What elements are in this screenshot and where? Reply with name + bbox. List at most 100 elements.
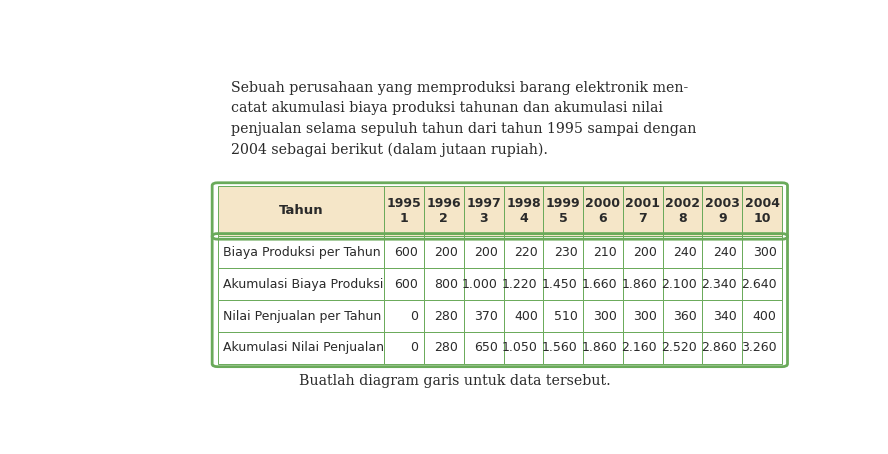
Text: Biaya Produksi per Tahun: Biaya Produksi per Tahun: [223, 246, 381, 259]
Bar: [583, 237, 622, 268]
Text: 1.220: 1.220: [502, 278, 538, 291]
Text: 1996
2: 1996 2: [426, 197, 461, 225]
Text: 240: 240: [673, 246, 697, 259]
Text: 2003
9: 2003 9: [705, 197, 740, 225]
Text: 300: 300: [753, 246, 776, 259]
Text: 1.560: 1.560: [542, 341, 577, 355]
Text: 1.000: 1.000: [462, 278, 498, 291]
Bar: [622, 186, 662, 237]
Bar: [464, 186, 503, 237]
Text: 2.860: 2.860: [701, 341, 737, 355]
Bar: [583, 268, 622, 300]
Bar: [424, 268, 464, 300]
Text: 370: 370: [474, 310, 498, 322]
Text: 3.260: 3.260: [741, 341, 776, 355]
Bar: [702, 300, 742, 332]
Bar: [424, 237, 464, 268]
Bar: [742, 268, 782, 300]
Text: 360: 360: [673, 310, 697, 322]
Text: 800: 800: [434, 278, 458, 291]
Text: 200: 200: [633, 246, 657, 259]
Text: 280: 280: [434, 310, 458, 322]
Text: 2001
7: 2001 7: [625, 197, 661, 225]
Text: 2.160: 2.160: [622, 341, 657, 355]
Text: 220: 220: [514, 246, 538, 259]
Text: 2002
8: 2002 8: [665, 197, 700, 225]
Bar: [385, 300, 424, 332]
Bar: [424, 332, 464, 364]
Bar: [424, 300, 464, 332]
Bar: [503, 300, 543, 332]
Bar: [503, 268, 543, 300]
Bar: [218, 268, 385, 300]
Bar: [583, 332, 622, 364]
Text: 510: 510: [554, 310, 577, 322]
Text: 1999
5: 1999 5: [546, 197, 581, 225]
Bar: [622, 300, 662, 332]
Text: 1.050: 1.050: [502, 341, 538, 355]
Text: 2.100: 2.100: [662, 278, 697, 291]
Bar: [742, 300, 782, 332]
Text: 1.450: 1.450: [542, 278, 577, 291]
Bar: [543, 268, 583, 300]
Text: Sebuah perusahaan yang memproduksi barang elektronik men-
catat akumulasi biaya : Sebuah perusahaan yang memproduksi baran…: [232, 81, 697, 157]
Bar: [662, 237, 702, 268]
Text: 1998
4: 1998 4: [506, 197, 541, 225]
Bar: [503, 186, 543, 237]
Text: Akumulasi Nilai Penjualan: Akumulasi Nilai Penjualan: [223, 341, 385, 355]
Bar: [385, 268, 424, 300]
Bar: [385, 332, 424, 364]
Text: 2000
6: 2000 6: [585, 197, 621, 225]
Text: 0: 0: [410, 310, 418, 322]
Text: 2.640: 2.640: [741, 278, 776, 291]
Bar: [742, 332, 782, 364]
Text: 2004
10: 2004 10: [745, 197, 780, 225]
Bar: [622, 268, 662, 300]
Text: 600: 600: [394, 278, 418, 291]
Bar: [662, 300, 702, 332]
Text: Akumulasi Biaya Produksi: Akumulasi Biaya Produksi: [223, 278, 384, 291]
Bar: [543, 332, 583, 364]
Bar: [543, 300, 583, 332]
Bar: [464, 237, 503, 268]
Text: Tahun: Tahun: [279, 204, 323, 217]
Text: 280: 280: [434, 341, 458, 355]
Text: 340: 340: [713, 310, 737, 322]
Text: 1997
3: 1997 3: [466, 197, 501, 225]
Bar: [218, 300, 385, 332]
Text: 400: 400: [753, 310, 776, 322]
Bar: [464, 268, 503, 300]
Text: 210: 210: [593, 246, 617, 259]
Text: 1995
1: 1995 1: [386, 197, 422, 225]
Bar: [702, 268, 742, 300]
Text: Nilai Penjualan per Tahun: Nilai Penjualan per Tahun: [223, 310, 382, 322]
Bar: [622, 237, 662, 268]
Text: 240: 240: [713, 246, 737, 259]
Bar: [662, 268, 702, 300]
Bar: [702, 186, 742, 237]
Bar: [464, 300, 503, 332]
Text: 2.340: 2.340: [702, 278, 737, 291]
Text: 1.860: 1.860: [622, 278, 657, 291]
Bar: [742, 237, 782, 268]
Bar: [503, 332, 543, 364]
Bar: [583, 186, 622, 237]
Bar: [218, 332, 385, 364]
Bar: [702, 237, 742, 268]
Bar: [583, 300, 622, 332]
Text: 0: 0: [410, 341, 418, 355]
Bar: [622, 332, 662, 364]
Bar: [464, 332, 503, 364]
Bar: [702, 332, 742, 364]
Bar: [742, 186, 782, 237]
Text: 650: 650: [474, 341, 498, 355]
Bar: [662, 186, 702, 237]
Bar: [218, 186, 385, 237]
Text: 200: 200: [474, 246, 498, 259]
Text: 600: 600: [394, 246, 418, 259]
Bar: [385, 186, 424, 237]
Text: Buatlah diagram garis untuk data tersebut.: Buatlah diagram garis untuk data tersebu…: [299, 375, 611, 388]
Text: 400: 400: [514, 310, 538, 322]
Bar: [424, 186, 464, 237]
Bar: [218, 237, 385, 268]
